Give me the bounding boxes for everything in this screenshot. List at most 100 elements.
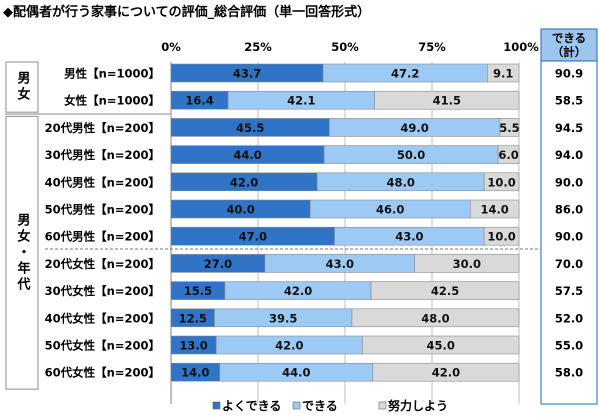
group-box xyxy=(5,61,39,113)
data-label: 40.0 xyxy=(226,203,254,217)
row-label: 50代男性【n=200】 xyxy=(45,203,160,217)
data-label: 49.0 xyxy=(400,121,428,135)
total-value: 55.0 xyxy=(555,339,583,353)
group-label-gender: 男女 xyxy=(6,62,38,112)
bar-segment xyxy=(469,199,520,219)
bar-segment xyxy=(499,118,520,137)
data-label: 43.0 xyxy=(395,230,423,244)
data-label: 27.0 xyxy=(204,257,232,271)
data-label: 47.0 xyxy=(239,230,267,244)
data-label: 42.1 xyxy=(287,94,315,108)
bar-segment xyxy=(483,226,520,246)
data-label: 50.0 xyxy=(397,148,425,162)
data-label: 14.0 xyxy=(480,203,508,217)
data-label: 42.0 xyxy=(432,366,460,380)
row-label: 20代男性【n=200】 xyxy=(45,121,160,135)
data-label: 10.0 xyxy=(487,230,515,244)
total-value: 90.0 xyxy=(555,175,583,189)
total-value: 90.9 xyxy=(555,67,583,81)
data-label: 13.0 xyxy=(179,339,207,353)
bar-segment xyxy=(362,335,520,355)
group-boxes xyxy=(5,61,39,390)
group-box xyxy=(5,115,39,390)
bars: 43.7 47.2 9.1 16.4 42.1 41.5 45.5 49.0 5.5 44.0 50… xyxy=(170,63,520,382)
data-label: 44.0 xyxy=(282,366,310,380)
data-label: 9.1 xyxy=(493,67,513,81)
total-value: 58.5 xyxy=(555,94,583,108)
data-label: 47.2 xyxy=(391,67,419,81)
bar-segment xyxy=(370,281,520,300)
data-label: 46.0 xyxy=(376,203,404,217)
row-labels: 男性【n=1000】女性【n=1000】 20代男性【n=200】 30代男性【n=… xyxy=(45,67,160,380)
row-label: 40代女性【n=200】 xyxy=(45,311,160,325)
data-label: 5.5 xyxy=(499,121,519,135)
row-label: 40代男性【n=200】 xyxy=(45,175,160,189)
row-label: 60代男性【n=200】 xyxy=(45,230,160,244)
total-value: 57.5 xyxy=(555,284,583,298)
legend-swatch xyxy=(292,401,301,410)
row-label: 女性【n=1000】 xyxy=(64,94,160,108)
total-value: 58.0 xyxy=(555,366,583,380)
data-label: 42.5 xyxy=(431,284,459,298)
data-label: 10.0 xyxy=(487,175,515,189)
data-label: 14.0 xyxy=(181,366,209,380)
total-header-label: できる（計） xyxy=(551,31,587,59)
group-label-text: 男女・年代 xyxy=(14,212,30,293)
data-label: 45.0 xyxy=(427,339,455,353)
row-label: 20代女性【n=200】 xyxy=(45,257,160,271)
total-value: 70.0 xyxy=(555,257,583,271)
legend-label: 努力しよう xyxy=(388,398,448,413)
data-label: 48.0 xyxy=(386,175,414,189)
bar-segment xyxy=(372,362,520,382)
x-tick-label: 0% xyxy=(161,40,181,54)
legend-label: できる xyxy=(302,399,338,413)
row-label: 60代女性【n=200】 xyxy=(45,366,160,380)
row-label: 30代女性【n=200】 xyxy=(45,284,160,298)
bar-segment xyxy=(351,308,520,328)
row-label: 50代女性【n=200】 xyxy=(45,339,160,353)
x-tick-label: 75% xyxy=(418,40,446,54)
data-label: 42.0 xyxy=(230,175,258,189)
row-label: 30代男性【n=200】 xyxy=(45,148,160,162)
total-value: 86.0 xyxy=(555,203,583,217)
total-value: 94.0 xyxy=(555,148,583,162)
data-label: 39.5 xyxy=(269,311,297,325)
x-tick-label: 25% xyxy=(244,40,272,54)
data-label: 15.5 xyxy=(184,284,212,298)
legend-swatch xyxy=(212,401,221,410)
data-label: 44.0 xyxy=(233,148,261,162)
total-value: 94.5 xyxy=(555,121,583,135)
group-label-gender-age: 男女・年代 xyxy=(6,116,38,389)
data-label: 30.0 xyxy=(453,257,481,271)
data-label: 43.0 xyxy=(326,257,354,271)
group-label-text: 男女 xyxy=(14,71,30,103)
legend-label: よくできる xyxy=(222,399,281,413)
legend-swatch xyxy=(378,401,387,410)
total-column-header: できる（計） xyxy=(541,29,597,61)
total-column: 90.9 58.5 94.5 94.0 90.0 86.0 90.0 70.0 57.5 52.0… xyxy=(540,28,598,405)
bar-segment xyxy=(497,145,520,164)
row-label: 男性【n=1000】 xyxy=(64,67,160,81)
x-tick-label: 100% xyxy=(503,40,539,54)
data-label: 12.5 xyxy=(179,311,207,325)
x-tick-label: 50% xyxy=(331,40,359,54)
chart-title: ◆配偶者が行う家事についての評価_総合評価（単一回答形式） xyxy=(3,4,370,20)
total-header-box xyxy=(540,28,598,62)
data-label: 16.4 xyxy=(185,94,213,108)
data-label: 48.0 xyxy=(421,311,449,325)
bar-segment xyxy=(414,254,520,273)
total-value: 90.0 xyxy=(555,230,583,244)
total-value: 52.0 xyxy=(555,311,583,325)
data-label: 42.0 xyxy=(284,284,312,298)
bar-segment xyxy=(483,172,520,192)
legend: よくできる できる 努力しよう xyxy=(212,398,448,413)
data-label: 41.5 xyxy=(433,94,461,108)
x-tick-labels: 0% 25% 50% 75% 100% xyxy=(161,40,539,54)
bar-segment xyxy=(487,63,520,83)
data-label: 6.0 xyxy=(498,148,518,162)
total-body-box xyxy=(540,60,598,405)
bar-segment xyxy=(374,90,520,110)
data-label: 42.0 xyxy=(275,339,303,353)
data-label: 43.7 xyxy=(233,67,261,81)
